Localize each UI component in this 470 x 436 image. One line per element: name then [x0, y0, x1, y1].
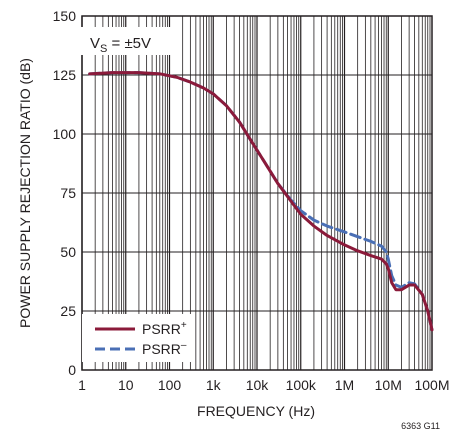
series-line-psrr-minus: [88, 71, 434, 332]
y-tick-label: 75: [60, 185, 76, 201]
y-axis-title: POWER SUPPLY REJECTION RATIO (dB): [17, 58, 33, 328]
y-tick-label: 100: [53, 126, 77, 142]
figure-code: 6363 G11: [401, 421, 440, 431]
y-tick-label: 125: [53, 67, 77, 83]
x-tick-label: 1: [78, 377, 86, 393]
x-tick-label: 10k: [246, 377, 270, 393]
x-tick-label: 1k: [206, 377, 222, 393]
y-tick-label: 0: [68, 362, 76, 378]
y-tick-label: 50: [60, 244, 76, 260]
legend-label-psrr-minus: PSRR–: [142, 340, 187, 357]
grid: [81, 15, 432, 371]
x-tick-label: 100k: [286, 377, 317, 393]
annotation-box: [78, 27, 174, 55]
series-layer: [88, 71, 434, 332]
legend-box: [82, 314, 192, 362]
x-axis-title: FREQUENCY (Hz): [197, 403, 315, 419]
x-tick-label: 10: [118, 377, 134, 393]
supply-annotation: VS = ±5V: [78, 27, 174, 55]
legend-label-psrr-plus: PSRR+: [142, 320, 187, 337]
y-tick-label: 25: [60, 303, 76, 319]
tick-labels: 1 10 100 1k 10k 100k 1M 10M 100M 0 25 50 75 100 125 150: [53, 8, 450, 393]
x-tick-label: 100: [158, 377, 182, 393]
legend: PSRR+ PSRR–: [82, 314, 192, 362]
annotation-text: VS = ±5V: [90, 35, 151, 55]
series-line-psrr-plus: [88, 71, 434, 332]
x-tick-label: 100M: [414, 377, 449, 393]
x-tick-label: 1M: [335, 377, 354, 393]
x-tick-label: 10M: [375, 377, 402, 393]
y-tick-label: 150: [53, 8, 77, 24]
